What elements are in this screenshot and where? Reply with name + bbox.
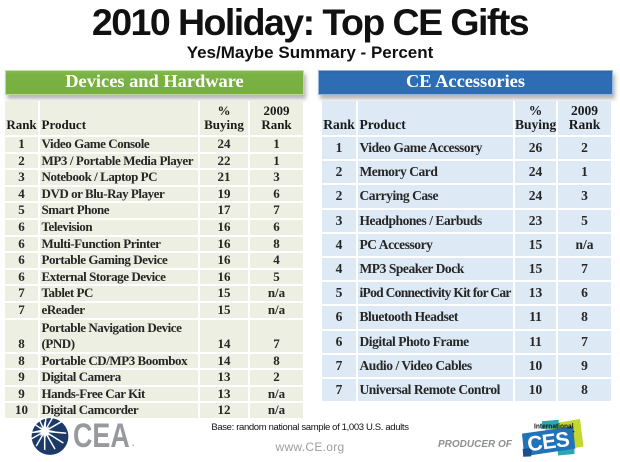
svg-text:CES: CES [526,428,571,456]
svg-text:International: International [534,424,574,431]
